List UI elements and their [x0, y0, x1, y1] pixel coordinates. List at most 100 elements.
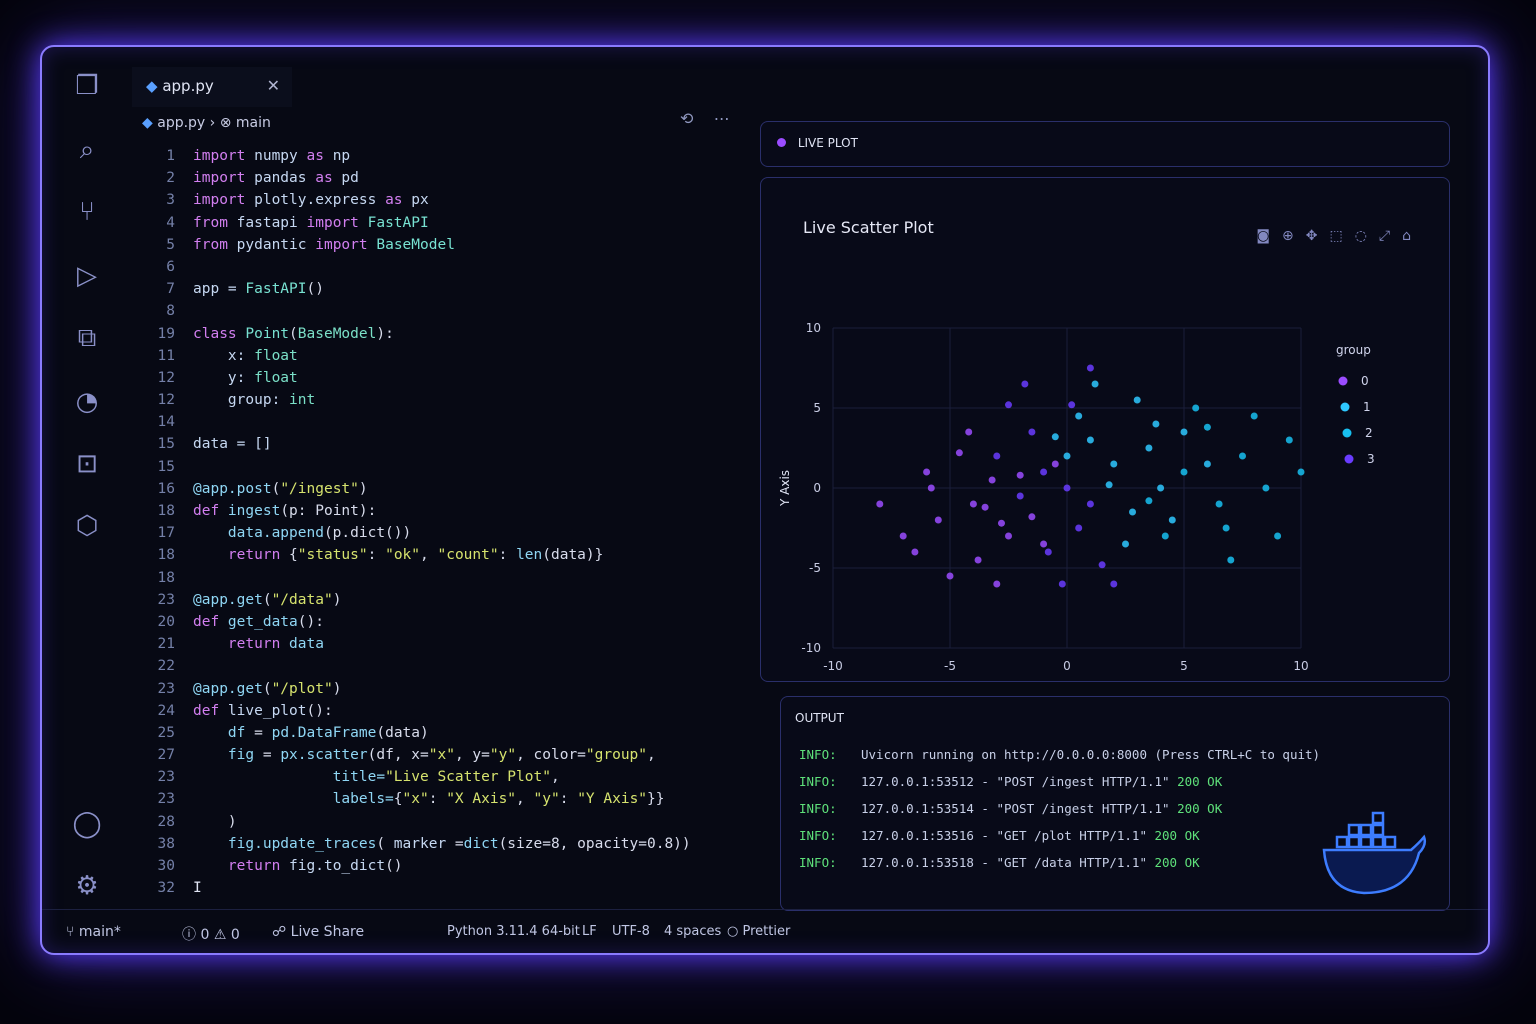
code-token: df — [193, 724, 246, 741]
code-line[interactable]: 27 fig = px.scatter(df, x="x", y="y", co… — [137, 744, 757, 766]
python-interpreter[interactable]: Python 3.11.4 64-bit — [447, 924, 580, 939]
code-line[interactable]: 11 x: float — [137, 345, 757, 367]
code-line[interactable]: 30 return fig.to_dict() — [137, 855, 757, 877]
code-line[interactable]: 7 app = FastAPI() — [137, 278, 757, 300]
line-number: 32 — [157, 880, 175, 897]
code-token: px — [402, 192, 429, 209]
scatter-point — [1021, 380, 1029, 388]
code-line[interactable]: 17 data.append(p.dict()) — [137, 522, 757, 544]
code-token: , — [420, 547, 438, 564]
code-line[interactable]: 6 — [137, 256, 757, 278]
camera-icon[interactable]: ◙ — [1256, 228, 1282, 244]
scatter-point — [1203, 460, 1211, 468]
remote-icon[interactable]: ◔ — [75, 387, 99, 417]
code-token: numpy — [245, 148, 307, 164]
compare-icon[interactable]: ⟲ — [680, 109, 694, 128]
vscode-window: ❐ ⌕ ⑂ ▷ ⧉ ◔ ⊡ ⬡ ◯ ⚙ ◆ app.py ✕ ◆ app.py … — [40, 45, 1490, 955]
scatter-point — [974, 556, 982, 564]
code-token: y: — [193, 369, 255, 386]
code-token: (p: Point): — [280, 503, 377, 519]
problems-status[interactable]: ⓘ 0 ⚠ 0 — [182, 924, 240, 944]
search-icon[interactable]: ⌕ — [79, 135, 95, 165]
testing-icon[interactable]: ⊡ — [76, 449, 98, 479]
breadcrumb-symbol[interactable]: main — [235, 115, 271, 131]
log-level: INFO: — [799, 855, 837, 870]
log-level: INFO: — [799, 747, 837, 762]
indent-status[interactable]: 4 spaces — [664, 924, 722, 939]
lasso-icon[interactable]: ◌ — [1354, 228, 1379, 244]
code-token: fig.to_dict — [280, 858, 386, 874]
tab-app-py[interactable]: ◆ app.py ✕ — [132, 67, 292, 107]
code-line[interactable]: 24 def live_plot(): — [137, 700, 757, 722]
reset-axes-icon[interactable]: ⌂ — [1402, 228, 1423, 244]
code-line[interactable]: 28 ) — [137, 811, 757, 833]
tab-label: app.py — [162, 77, 214, 95]
eol-status[interactable]: LF — [582, 924, 597, 939]
docker-icon[interactable]: ⬡ — [75, 511, 99, 541]
code-line[interactable]: 5 from pydantic import BaseModel — [137, 234, 757, 256]
code-token: fastapi — [227, 214, 307, 231]
prettier-status[interactable]: ○ Prettier — [727, 924, 790, 939]
code-token: : — [559, 791, 578, 808]
code-line[interactable]: 12 y: float — [137, 367, 757, 389]
code-token: , y= — [454, 747, 490, 764]
code-line[interactable]: 16 @app.post("/ingest") — [137, 478, 757, 500]
code-token: np — [323, 148, 351, 164]
live-share-button[interactable]: ☍ Live Share — [272, 924, 364, 940]
scatter-point — [923, 468, 931, 476]
autoscale-icon[interactable]: ⤢ — [1378, 228, 1403, 244]
code-line[interactable]: 25 df = pd.DataFrame(data) — [137, 722, 757, 744]
branch-status[interactable]: ⑂ main* — [66, 924, 121, 940]
run-debug-icon[interactable]: ▷ — [77, 261, 97, 291]
code-line[interactable]: 15 data = [] — [137, 433, 757, 455]
log-text: 127.0.0.1:53512 - "POST /ingest HTTP/1.1… — [861, 774, 1178, 789]
code-token: "x" — [428, 747, 455, 764]
code-line[interactable]: 2 import pandas as pd — [137, 167, 757, 189]
code-line[interactable]: 18 def ingest(p: Point): — [137, 500, 757, 522]
code-token: import — [315, 236, 368, 253]
settings-icon[interactable]: ⚙ — [75, 871, 99, 901]
code-line[interactable]: 3 import plotly.express as px — [137, 189, 757, 211]
more-icon[interactable]: ⋯ — [713, 109, 730, 128]
code-line[interactable]: 20 def get_data(): — [137, 611, 757, 633]
line-number: 15 — [157, 436, 175, 453]
close-icon[interactable]: ✕ — [266, 76, 280, 95]
scatter-point — [1063, 484, 1071, 492]
files-icon[interactable]: ❐ — [75, 71, 99, 101]
breadcrumb-file[interactable]: app.py — [157, 115, 206, 131]
code-line[interactable]: 22 — [137, 655, 757, 677]
pan-icon[interactable]: ✥ — [1305, 228, 1330, 244]
zoom-icon[interactable]: ⊕ — [1281, 228, 1306, 244]
code-line[interactable]: 23 labels={"x": "X Axis", "y": "Y Axis"}… — [137, 788, 757, 810]
encoding-status[interactable]: UTF-8 — [612, 924, 650, 939]
source-control-icon[interactable]: ⑂ — [79, 197, 95, 227]
code-line[interactable]: 18 return {"status": "ok", "count": len(… — [137, 544, 757, 566]
code-line[interactable]: 23 @app.get("/plot") — [137, 678, 757, 700]
line-number: 11 — [157, 347, 175, 364]
code-line[interactable]: 23 title="Live Scatter Plot", — [137, 766, 757, 788]
code-line[interactable]: 15 — [137, 456, 757, 478]
code-line[interactable]: 1 import numpy as np — [137, 145, 757, 167]
code-line[interactable]: 38 fig.update_traces( marker =dict(size=… — [137, 833, 757, 855]
code-token: : — [428, 791, 447, 808]
code-token: x: — [193, 347, 255, 364]
code-line[interactable]: 8 — [137, 300, 757, 322]
code-token: "/plot" — [271, 680, 333, 697]
box-select-icon[interactable]: ⬚ — [1329, 228, 1355, 244]
extensions-icon[interactable]: ⧉ — [77, 323, 97, 353]
scatter-point — [1086, 436, 1094, 444]
code-editor[interactable]: 1 import numpy as np 2 import pandas as pd 3… — [137, 145, 757, 899]
account-icon[interactable]: ◯ — [72, 809, 102, 839]
code-line[interactable]: 21 return data — [137, 633, 757, 655]
code-line[interactable]: 18 — [137, 567, 757, 589]
code-line[interactable]: 32 I — [137, 877, 757, 899]
log-level: INFO: — [799, 828, 837, 843]
code-line[interactable]: 12 group: int — [137, 389, 757, 411]
code-token: import — [193, 192, 246, 209]
code-line[interactable]: 23 @app.get("/data") — [137, 589, 757, 611]
scatter-point — [1222, 524, 1230, 532]
code-line[interactable]: 4 from fastapi import FastAPI — [137, 212, 757, 234]
code-line[interactable]: 19 class Point(BaseModel): — [137, 323, 757, 345]
code-line[interactable]: 14 — [137, 411, 757, 433]
